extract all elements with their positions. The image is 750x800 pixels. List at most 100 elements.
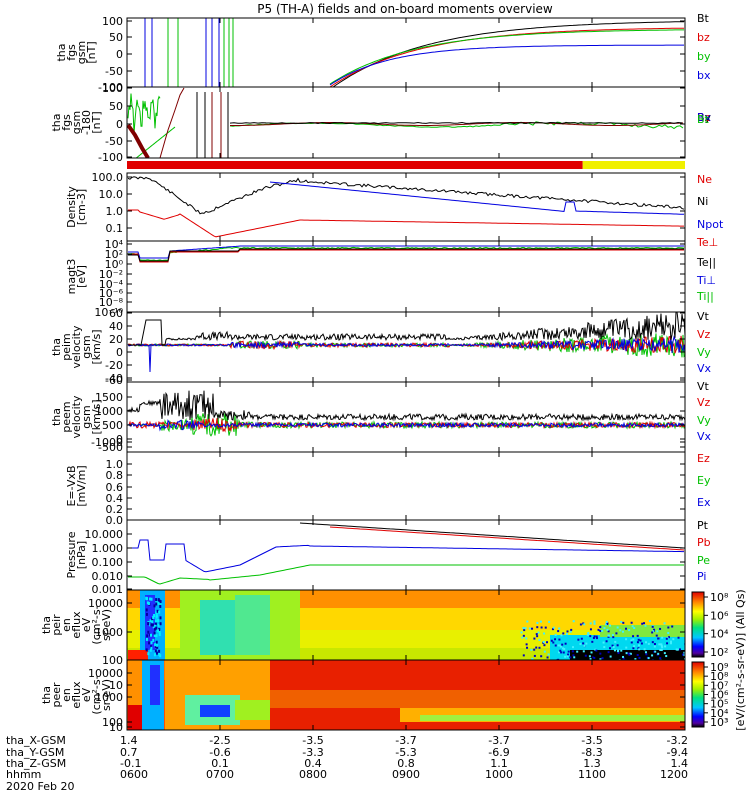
spectrogram-peir-pixel [593, 656, 596, 659]
spectrogram-peir-pixel [669, 642, 672, 645]
spectrogram-peir-pixel [616, 650, 619, 653]
spectrogram-peir-pixel [651, 641, 654, 644]
spectrogram-peir-pixel [652, 630, 655, 633]
spectrogram-peir-pixel [542, 640, 545, 643]
series-Vz [127, 417, 685, 433]
spectrogram-peir-pixel [641, 622, 644, 625]
y-axis-label-line: velocity [70, 395, 83, 438]
spectrogram-peir-pixel [145, 597, 148, 601]
mode-bar-segment-1 [582, 161, 685, 169]
spectrogram-peer-cell [200, 705, 230, 717]
colorbar-tick-label: 10⁸ [710, 670, 729, 683]
spectrogram-peir-pixel [653, 643, 656, 646]
spectrogram-peir-pixel [636, 634, 639, 637]
spectrogram-peir-pixel [638, 648, 641, 651]
spectrogram-peir-pixel [597, 628, 600, 631]
spectrogram-peir-pixel [530, 648, 533, 651]
spectrogram-peir-pixel [637, 638, 640, 641]
y-tick-label: 0.8 [106, 469, 124, 482]
spectrogram-peir-pixel [660, 645, 663, 648]
spectrogram-peir-pixel [522, 627, 525, 630]
legend-fgs_mgse-3: Bt [697, 113, 710, 126]
legend-temperature-0: Te⊥ [696, 236, 718, 249]
y-axis-label-line: (cm²-s- [90, 605, 103, 644]
spectrogram-peir-pixel [645, 653, 648, 656]
legend-fgs_gsm-3: bx [697, 69, 711, 82]
series-Pe [128, 564, 684, 585]
series-Vt [128, 312, 685, 346]
legend-fgs_mgse-0: By [697, 111, 712, 124]
y-tick-label: 10⁻² [99, 268, 123, 281]
legend-efield-1: Ey [697, 474, 711, 487]
spectrogram-peir-pixel [570, 628, 573, 631]
series-Pt [299, 522, 685, 549]
spectrogram-peir-pixel [154, 643, 157, 647]
spectrogram-peir-pixel [577, 638, 580, 641]
y-tick-label: 100.0 [92, 171, 124, 184]
spectrogram-peir-pixel [595, 649, 598, 652]
spectrogram-peir-pixel [603, 627, 606, 630]
y-tick-label: 50 [109, 100, 123, 113]
spectrogram-peir-pixel [621, 630, 624, 633]
spectrogram-peir-pixel [609, 647, 612, 650]
spectrogram-peir-cell [128, 650, 148, 660]
spectrogram-peir-pixel [155, 626, 158, 630]
spectrogram-peir-pixel [557, 630, 560, 633]
spectrogram-peir-pixel [154, 619, 157, 623]
y-tick-label: 0.2 [106, 503, 124, 516]
series-fgs-mgse [127, 87, 684, 158]
colorbar-tick-label: 10⁶ [710, 609, 729, 622]
y-tick-label: 1.0 [106, 458, 124, 471]
spectrogram-peir-pixel [155, 611, 158, 615]
spectrogram-peir-pixel [149, 597, 152, 601]
legend-pressure-1: Pb [697, 536, 711, 549]
spectrogram-peir-pixel [149, 623, 152, 627]
legend-density-1: Ni [697, 195, 708, 208]
spectrogram-peir-pixel [599, 626, 602, 629]
legend-temperature-2: Ti⊥ [696, 274, 716, 287]
y-tick-label: 10000 [88, 597, 123, 610]
legend-fgs_gsm-0: Bt [697, 12, 710, 25]
spectrogram-peir-pixel [526, 646, 529, 649]
y-axis-label-line: fgs [65, 44, 78, 61]
spectrogram-peir-pixel [599, 658, 602, 660]
y-tick-label: -20 [105, 359, 123, 372]
x-tick-hhmm: 0600 [120, 768, 148, 781]
colorbar-tick-label: 10⁷ [710, 679, 728, 692]
spectrogram-peir-pixel [622, 655, 625, 658]
panel-frame [126, 451, 686, 521]
spectrogram-peir-pixel [159, 616, 162, 620]
spectrogram-peir-pixel [152, 616, 155, 620]
y-axis-label-line: sr-eV) [100, 679, 113, 711]
spectrogram-peir-pixel [558, 644, 561, 647]
spectrogram-peir-pixel [611, 644, 614, 647]
spectrogram-peir-pixel [632, 647, 635, 650]
spectrogram-peir-pixel [158, 627, 161, 631]
spectrogram-peir-pixel [572, 654, 575, 657]
y-axis-label-line: (cm²-s- [90, 675, 103, 714]
spectrogram-peir-pixel [660, 649, 663, 652]
spectrogram-peir-pixel [159, 604, 162, 608]
spectrogram-peir-pixel [595, 637, 598, 640]
spectrogram-peir-pixel [606, 622, 609, 625]
spectrogram-peir-pixel [561, 647, 564, 650]
y-axis-label-line: eflux [70, 681, 83, 709]
spectrogram-peir-pixel [620, 649, 623, 652]
spectrogram-peir-pixel [605, 623, 608, 626]
x-tick-Z: -0.1 [120, 757, 141, 770]
legend-peem_velocity-1: Vz [697, 396, 711, 409]
spectrogram-peir-pixel [647, 657, 650, 660]
y-tick-label: 1500 [95, 391, 123, 404]
spectrogram-peir-pixel [562, 651, 565, 654]
y-axis-label-line: [km/s] [90, 329, 103, 364]
series-By [229, 121, 683, 125]
spectrogram-peir-pixel [612, 636, 615, 639]
spectrogram-peir-pixel [649, 620, 652, 623]
spectrogram-peir-pixel [573, 656, 576, 659]
y-tick-label: 60 [109, 307, 123, 320]
spectrogram-peir-pixel [535, 646, 538, 649]
spectrogram-peir-pixel [644, 624, 647, 627]
spectrogram-peir-pixel [567, 650, 570, 653]
spectrogram-peir-pixel [627, 652, 630, 655]
